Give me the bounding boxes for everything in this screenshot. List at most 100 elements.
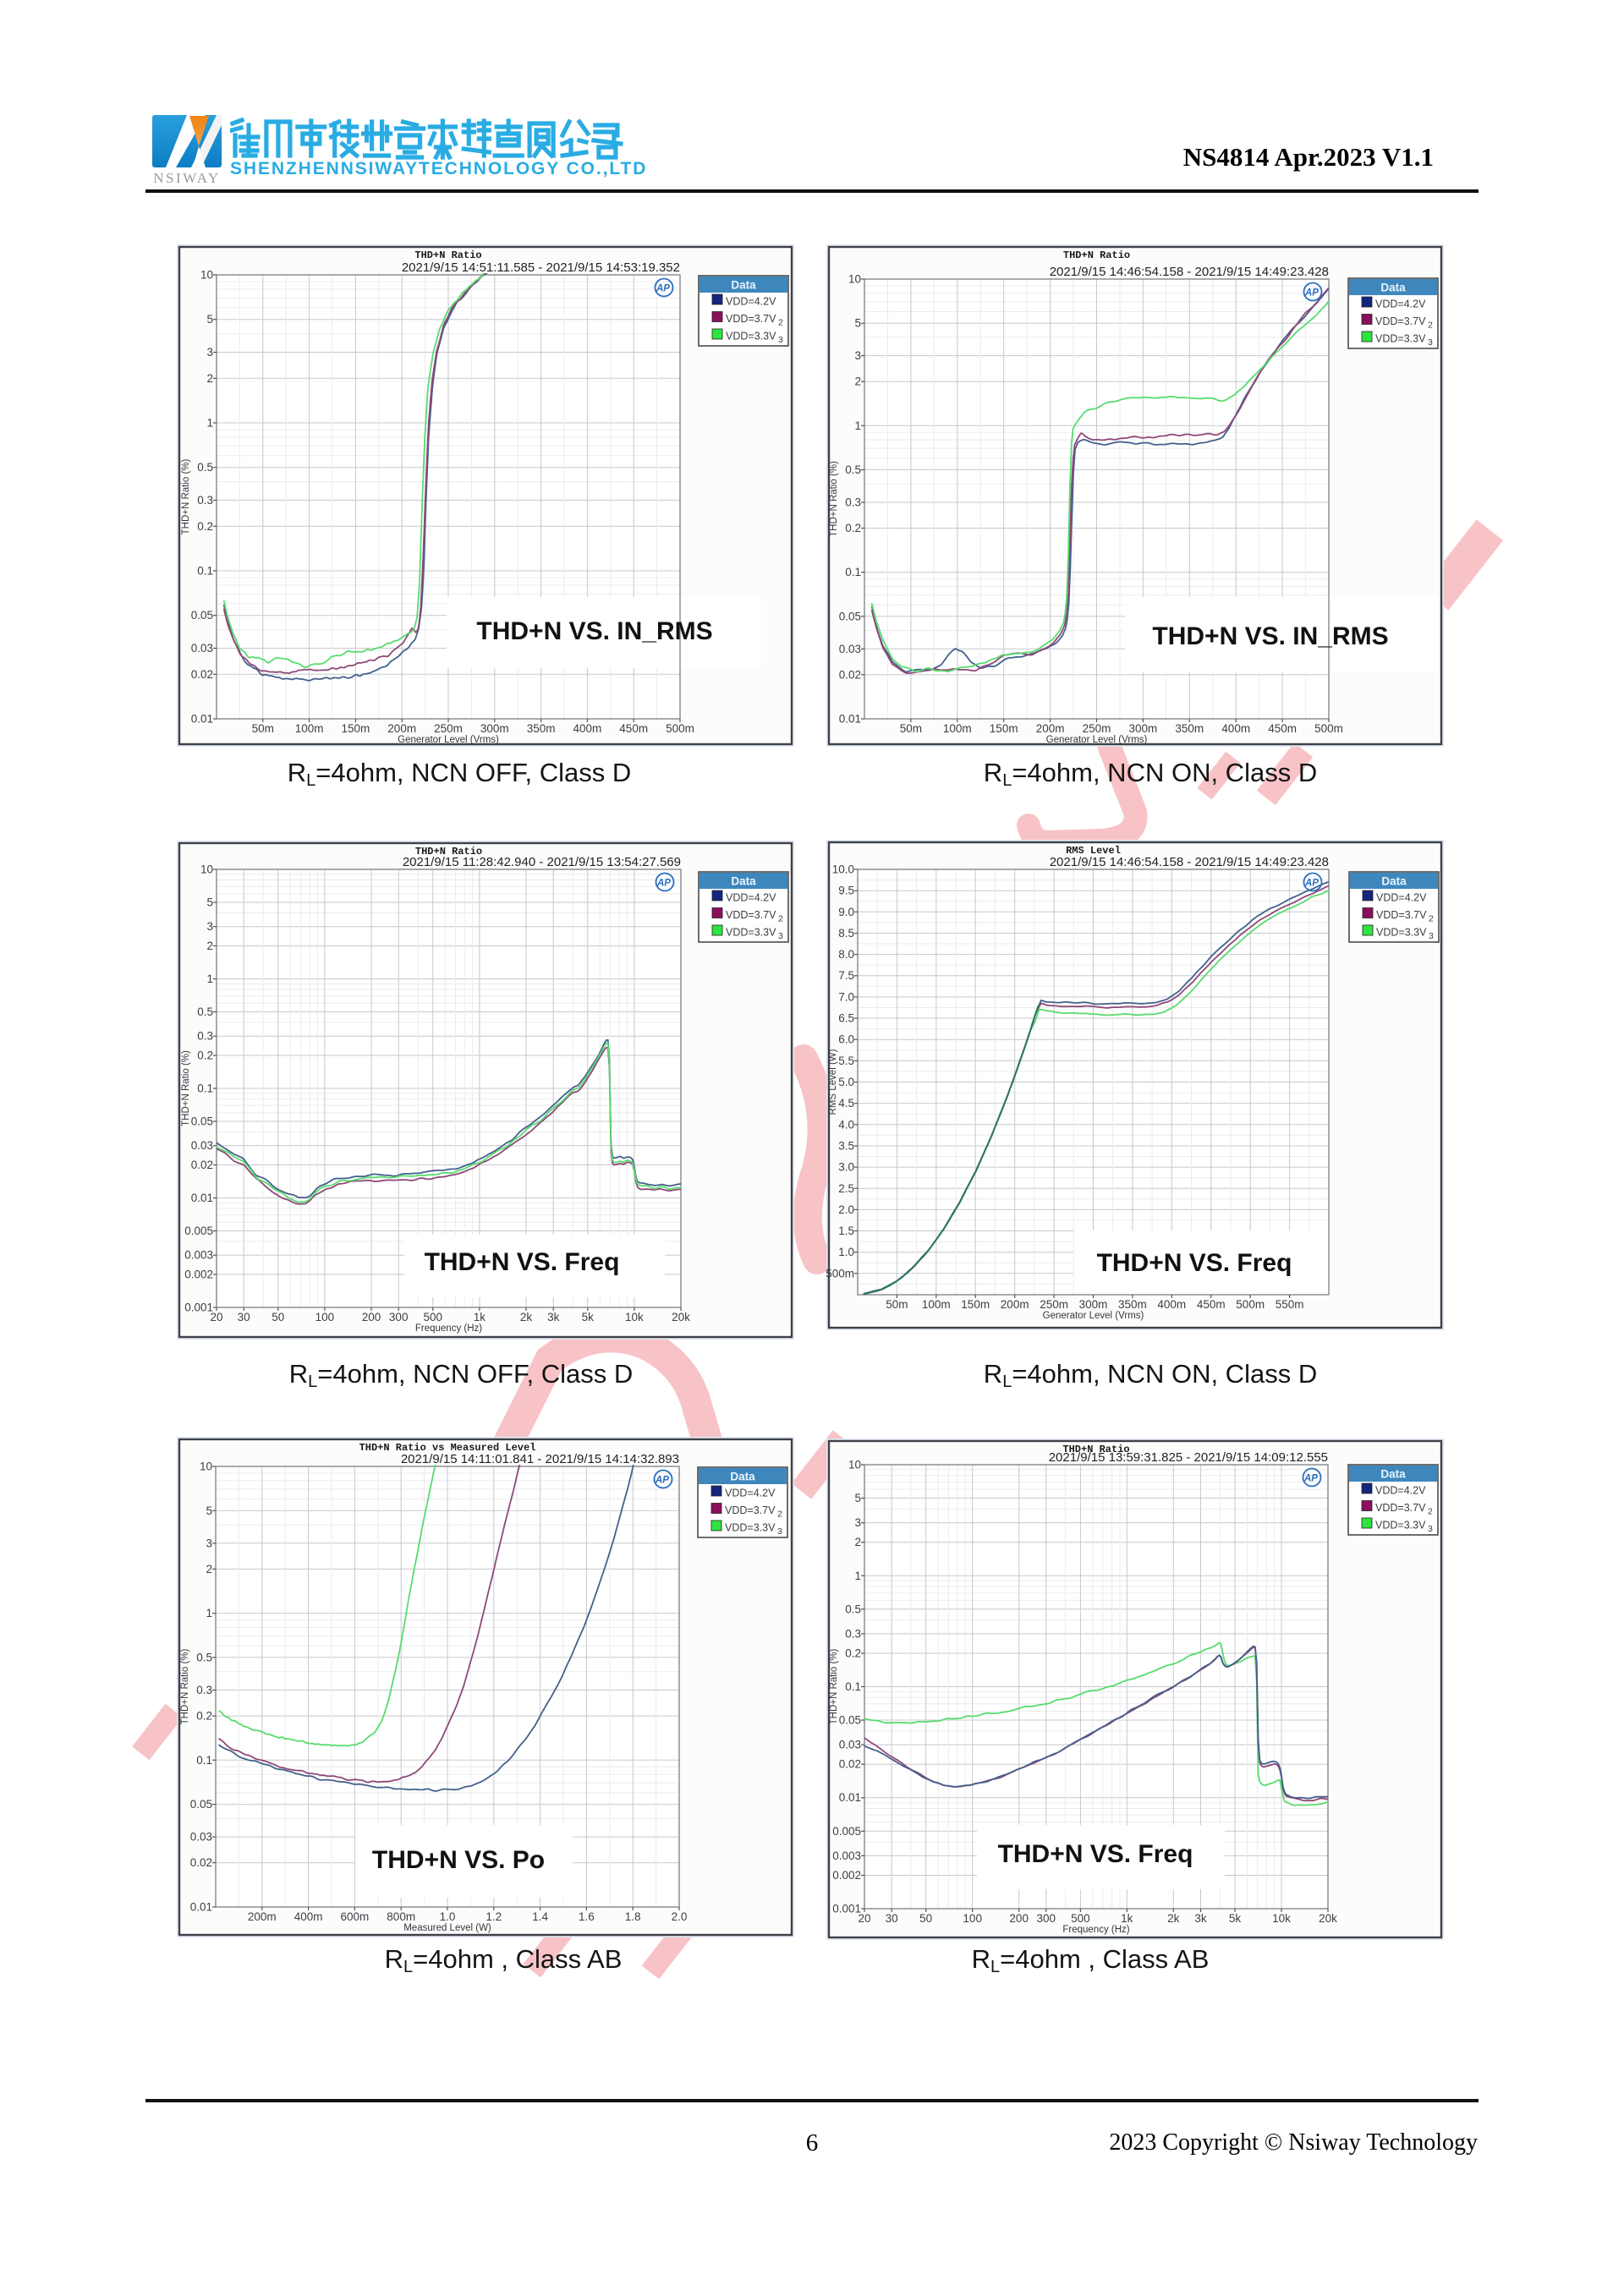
svg-text:0.001: 0.001: [184, 1301, 213, 1314]
svg-text:10k: 10k: [625, 1311, 644, 1323]
svg-text:VDD=3.7V: VDD=3.7V: [726, 909, 776, 921]
svg-text:0.002: 0.002: [184, 1269, 213, 1281]
svg-text:200: 200: [1009, 1912, 1029, 1925]
svg-text:5: 5: [206, 313, 213, 326]
svg-text:VDD=3.3V: VDD=3.3V: [725, 1522, 776, 1534]
svg-text:0.02: 0.02: [839, 1758, 861, 1771]
svg-text:400m: 400m: [1157, 1298, 1186, 1311]
svg-text:VDD=3.3V: VDD=3.3V: [726, 331, 776, 342]
svg-text:2021/9/15 14:51:11.585 - 2021/: 2021/9/15 14:51:11.585 - 2021/9/15 14:53…: [402, 260, 680, 275]
svg-text:RMS Level (W): RMS Level (W): [828, 1049, 838, 1115]
svg-text:0.05: 0.05: [839, 1714, 861, 1727]
svg-text:1.6: 1.6: [579, 1910, 595, 1923]
svg-text:THD+N Ratio: THD+N Ratio: [414, 249, 481, 261]
svg-text:5k: 5k: [582, 1311, 595, 1323]
svg-text:500m: 500m: [666, 722, 694, 735]
svg-text:300m: 300m: [1129, 722, 1158, 735]
svg-text:Generator Level (Vrms): Generator Level (Vrms): [1043, 1311, 1144, 1321]
svg-text:250m: 250m: [1083, 722, 1111, 735]
svg-text:0.02: 0.02: [191, 668, 213, 681]
svg-text:250m: 250m: [434, 722, 463, 735]
svg-text:1: 1: [854, 419, 861, 432]
svg-text:5.0: 5.0: [838, 1076, 854, 1088]
svg-text:500: 500: [1071, 1912, 1090, 1925]
svg-text:800m: 800m: [387, 1910, 415, 1923]
svg-text:0.1: 0.1: [197, 565, 213, 578]
svg-text:3k: 3k: [1194, 1912, 1207, 1925]
svg-text:0.1: 0.1: [845, 566, 861, 578]
svg-text:3.5: 3.5: [838, 1140, 854, 1153]
svg-text:10: 10: [200, 269, 213, 282]
svg-text:10.0: 10.0: [832, 863, 854, 876]
svg-text:Data: Data: [1380, 1468, 1406, 1481]
svg-text:2021/9/15 14:46:54.158 - 2021/: 2021/9/15 14:46:54.158 - 2021/9/15 14:49…: [1050, 855, 1329, 869]
svg-text:VDD=3.3V: VDD=3.3V: [726, 927, 776, 939]
svg-text:0.5: 0.5: [197, 1006, 213, 1018]
svg-text:3: 3: [1429, 931, 1434, 941]
svg-text:0.005: 0.005: [184, 1225, 213, 1237]
svg-text:4.0: 4.0: [838, 1118, 854, 1131]
svg-text:THD+N VS. IN_RMS: THD+N VS. IN_RMS: [1152, 622, 1388, 650]
svg-text:VDD=4.2V: VDD=4.2V: [726, 892, 776, 904]
svg-text:2.0: 2.0: [672, 1910, 688, 1923]
svg-text:2021/9/15 13:59:31.825 - 2021/: 2021/9/15 13:59:31.825 - 2021/9/15 14:09…: [1049, 1450, 1328, 1465]
svg-text:0.3: 0.3: [196, 1684, 212, 1696]
svg-text:20: 20: [210, 1311, 222, 1323]
svg-text:0.001: 0.001: [832, 1903, 861, 1915]
svg-text:THD+N VS. Freq: THD+N VS. Freq: [998, 1840, 1193, 1868]
svg-text:AP: AP: [1304, 879, 1319, 889]
svg-text:0.01: 0.01: [191, 713, 213, 726]
svg-text:THD+N VS. Freq: THD+N VS. Freq: [425, 1248, 620, 1276]
svg-text:0.02: 0.02: [191, 1159, 213, 1171]
svg-text:500m: 500m: [826, 1267, 854, 1280]
svg-text:400m: 400m: [1221, 722, 1250, 735]
svg-text:5: 5: [854, 317, 861, 330]
svg-text:50: 50: [919, 1912, 932, 1925]
svg-text:Generator Level (Vrms): Generator Level (Vrms): [1046, 735, 1148, 745]
svg-text:3: 3: [778, 931, 783, 941]
svg-text:0.05: 0.05: [190, 1798, 212, 1811]
svg-text:0.05: 0.05: [839, 610, 861, 622]
svg-text:THD+N VS. Po: THD+N VS. Po: [372, 1846, 545, 1874]
svg-text:0.2: 0.2: [197, 1049, 213, 1062]
svg-text:2021/9/15 14:11:01.841 - 2021/: 2021/9/15 14:11:01.841 - 2021/9/15 14:14…: [401, 1452, 679, 1466]
svg-text:0.5: 0.5: [845, 1603, 861, 1615]
svg-text:550m: 550m: [1276, 1298, 1304, 1311]
svg-text:150m: 150m: [342, 722, 370, 735]
svg-text:150m: 150m: [990, 722, 1018, 735]
svg-text:3: 3: [854, 349, 861, 362]
svg-text:20: 20: [858, 1912, 870, 1925]
svg-text:0.02: 0.02: [839, 668, 861, 681]
svg-text:THD+N Ratio (%): THD+N Ratio (%): [181, 458, 191, 534]
svg-text:VDD=4.2V: VDD=4.2V: [726, 296, 776, 308]
svg-text:AP: AP: [656, 284, 670, 294]
svg-text:2: 2: [1428, 1507, 1433, 1517]
svg-text:300: 300: [1037, 1912, 1056, 1925]
svg-text:0.2: 0.2: [845, 1647, 861, 1660]
svg-text:0.5: 0.5: [197, 461, 213, 474]
svg-text:AP: AP: [656, 879, 671, 889]
svg-text:0.03: 0.03: [191, 642, 213, 655]
svg-text:0.03: 0.03: [190, 1831, 212, 1844]
svg-text:2: 2: [206, 1563, 212, 1575]
svg-text:2.0: 2.0: [838, 1203, 854, 1216]
svg-text:2: 2: [206, 372, 213, 385]
svg-text:20k: 20k: [1319, 1912, 1337, 1925]
svg-text:2021/9/15 14:46:54.158 - 2021/: 2021/9/15 14:46:54.158 - 2021/9/15 14:49…: [1050, 265, 1329, 279]
svg-text:600m: 600m: [341, 1910, 370, 1923]
svg-text:3: 3: [778, 335, 783, 345]
svg-text:1.0: 1.0: [440, 1910, 456, 1923]
svg-text:0.3: 0.3: [845, 1627, 861, 1640]
svg-text:400m: 400m: [573, 722, 602, 735]
svg-text:450m: 450m: [1197, 1298, 1226, 1311]
svg-text:2k: 2k: [1167, 1912, 1180, 1925]
svg-text:AP: AP: [1304, 288, 1319, 299]
svg-text:THD+N Ratio (%): THD+N Ratio (%): [180, 1648, 190, 1724]
svg-text:2: 2: [1429, 914, 1434, 924]
svg-text:VDD=3.7V: VDD=3.7V: [1375, 315, 1426, 327]
svg-text:THD+N Ratio (%): THD+N Ratio (%): [829, 461, 839, 537]
svg-text:0.03: 0.03: [191, 1139, 213, 1152]
svg-text:400m: 400m: [294, 1910, 323, 1923]
svg-text:VDD=3.3V: VDD=3.3V: [1375, 1520, 1426, 1532]
svg-text:300: 300: [389, 1311, 409, 1323]
